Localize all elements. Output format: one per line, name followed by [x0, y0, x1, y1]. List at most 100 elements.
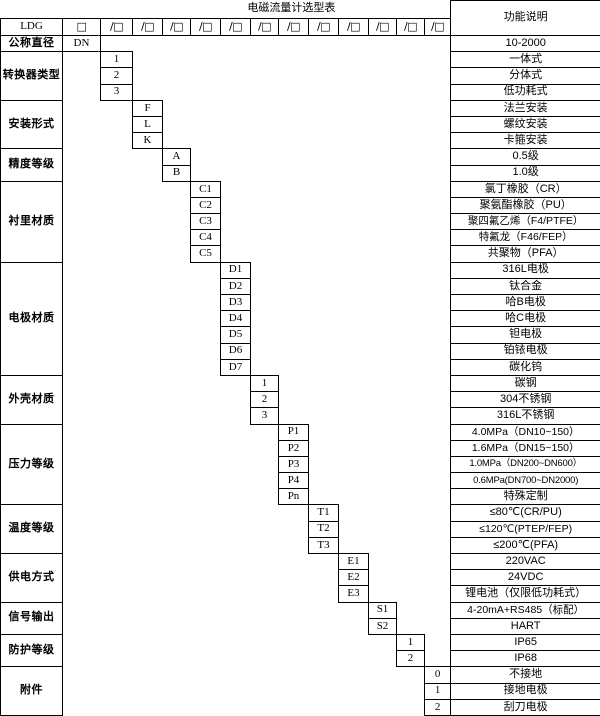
- code-cell-7-1[interactable]: P2: [278, 439, 309, 457]
- title-row: 电磁流量计选型表 功能说明: [1, 0, 600, 36]
- code-cell-5-0[interactable]: D1: [220, 261, 251, 279]
- code-cell-0-0[interactable]: DN: [62, 34, 101, 53]
- code-cell-6-1[interactable]: 2: [250, 391, 279, 409]
- code-cell-8-1[interactable]: T2: [308, 520, 339, 538]
- code-cell-8-2[interactable]: T3: [308, 536, 339, 555]
- option-row: 安装形式 F 法兰安装: [0, 99, 600, 150]
- code-cell-5-6[interactable]: D7: [220, 358, 251, 376]
- option-row: 2 刮刀电极: [1, 698, 600, 716]
- option-row: K 卡箍安装: [1, 132, 600, 150]
- code-cell-7-3[interactable]: P4: [278, 472, 309, 490]
- description-1-1: 分体式: [450, 67, 600, 85]
- code-cell-9-1[interactable]: E2: [338, 569, 369, 587]
- code-cell-4-2[interactable]: C3: [190, 213, 221, 231]
- code-cell-2-1[interactable]: L: [132, 115, 163, 134]
- filler-left-6: [62, 375, 251, 424]
- code-box-8[interactable]: /□: [308, 18, 339, 36]
- code-cell-5-3[interactable]: D4: [220, 310, 251, 328]
- option-row: P2 1.6MPa（DN15~150）: [1, 439, 600, 457]
- code-cell-6-2[interactable]: 3: [250, 407, 279, 425]
- description-6-1: 304不锈钢: [450, 391, 600, 409]
- description-5-6: 碳化钨: [450, 358, 600, 376]
- filler-right-3: [190, 148, 452, 182]
- category-label-4: 衬里材质: [0, 180, 63, 263]
- code-cell-9-2[interactable]: E3: [338, 585, 369, 603]
- code-cell-8-0[interactable]: T1: [308, 504, 339, 522]
- description-8-2: ≤200℃(PFA): [450, 536, 600, 555]
- code-cell-10-1[interactable]: S2: [368, 617, 397, 635]
- model-code-row: LDG□/□/□/□/□/□/□/□/□/□/□/□/□/□: [0, 18, 600, 36]
- option-row: E2 24VDC: [1, 569, 600, 587]
- code-box-5[interactable]: /□: [220, 18, 251, 36]
- code-box-3[interactable]: /□: [162, 18, 191, 36]
- description-7-1: 1.6MPa（DN15~150）: [450, 439, 600, 457]
- code-cell-1-1[interactable]: 2: [100, 67, 133, 85]
- option-row: E3 锂电池（仅限低功耗式）: [1, 585, 600, 603]
- code-cell-12-0[interactable]: 0: [423, 666, 452, 684]
- code-box-6[interactable]: /□: [250, 18, 279, 36]
- code-cell-5-1[interactable]: D2: [220, 277, 251, 296]
- filler-left-7: [62, 424, 279, 505]
- description-10-1: HART: [450, 617, 600, 635]
- option-row: 电极材质 D1 316L电极: [0, 261, 600, 376]
- code-box-4[interactable]: /□: [190, 18, 221, 36]
- option-row: 防护等级 1 IP65: [0, 633, 600, 668]
- filler-left-12: [62, 666, 425, 716]
- code-cell-10-0[interactable]: S1: [368, 601, 397, 619]
- code-box-dn[interactable]: □: [62, 18, 101, 36]
- description-4-1: 聚氨酯橡胶（PU）: [450, 196, 600, 215]
- code-cell-4-3[interactable]: C4: [190, 229, 221, 247]
- filler-left-10: [62, 602, 369, 635]
- description-4-0: 氯丁橡胶（CR）: [450, 180, 600, 198]
- option-row: 2 IP68: [1, 650, 600, 668]
- code-box-11[interactable]: /□: [396, 18, 425, 36]
- filler-right-9: [368, 553, 452, 603]
- code-cell-4-1[interactable]: C2: [190, 196, 221, 215]
- code-box-1[interactable]: /□: [100, 18, 133, 36]
- code-cell-4-0[interactable]: C1: [190, 180, 221, 198]
- code-cell-5-4[interactable]: D5: [220, 326, 251, 344]
- code-cell-12-1[interactable]: 1: [423, 682, 452, 700]
- category-label-1: 转换器类型: [0, 51, 63, 101]
- code-cell-5-2[interactable]: D3: [220, 293, 251, 312]
- option-row: 供电方式 E1 220VAC: [0, 552, 600, 603]
- code-cell-2-2[interactable]: K: [132, 132, 163, 150]
- option-row: 2 304不锈钢: [1, 391, 600, 409]
- description-3-1: 1.0级: [450, 164, 600, 182]
- code-cell-5-5[interactable]: D6: [220, 342, 251, 360]
- category-label-5: 电极材质: [0, 261, 63, 376]
- filler-right-7: [308, 424, 452, 505]
- code-cell-6-0[interactable]: 1: [250, 374, 279, 393]
- code-cell-11-0[interactable]: 1: [396, 633, 425, 652]
- page-title: 电磁流量计选型表: [132, 0, 451, 19]
- code-box-7[interactable]: /□: [278, 18, 309, 36]
- code-cell-4-4[interactable]: C5: [190, 245, 221, 263]
- code-cell-12-2[interactable]: 2: [423, 698, 452, 716]
- code-cell-3-1[interactable]: B: [162, 164, 191, 182]
- code-cell-9-0[interactable]: E1: [338, 552, 369, 571]
- filler-right-2: [162, 100, 452, 149]
- code-box-10[interactable]: /□: [368, 18, 397, 36]
- code-cell-1-0[interactable]: 1: [100, 51, 133, 69]
- category-label-11: 防护等级: [0, 633, 63, 668]
- code-cell-11-1[interactable]: 2: [396, 650, 425, 668]
- description-5-1: 钛合金: [450, 277, 600, 296]
- code-cell-3-0[interactable]: A: [162, 148, 191, 166]
- filler-right-8: [338, 504, 452, 554]
- code-cell-1-2[interactable]: 3: [100, 83, 133, 101]
- code-box-12[interactable]: /□: [423, 18, 452, 36]
- code-cell-7-2[interactable]: P3: [278, 455, 309, 474]
- description-11-0: IP65: [450, 633, 600, 652]
- code-box-2[interactable]: /□: [132, 18, 163, 36]
- description-4-4: 共聚物（PFA）: [450, 245, 600, 263]
- filler-left-5: [62, 262, 221, 376]
- code-cell-7-0[interactable]: P1: [278, 423, 309, 441]
- option-row: 温度等级 T1 ≤80℃(CR/PU): [0, 504, 600, 554]
- description-12-0: 不接地: [450, 666, 600, 684]
- code-cell-7-4[interactable]: Pn: [278, 488, 309, 506]
- description-9-2: 锂电池（仅限低功耗式）: [450, 585, 600, 603]
- code-box-9[interactable]: /□: [338, 18, 369, 36]
- code-cell-2-0[interactable]: F: [132, 99, 163, 117]
- category-label-9: 供电方式: [0, 553, 63, 603]
- description-12-1: 接地电极: [450, 682, 600, 700]
